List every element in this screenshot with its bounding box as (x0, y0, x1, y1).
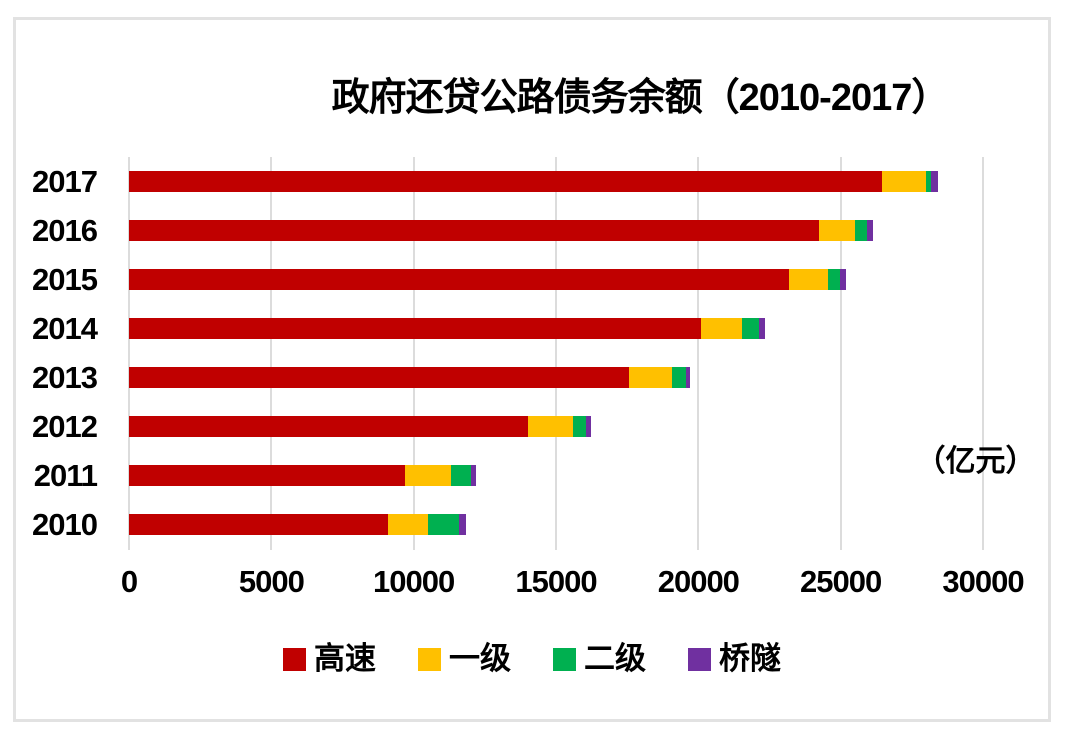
x-axis-tick-label: 20000 (657, 564, 740, 599)
x-axis-tick-label: 15000 (515, 564, 597, 599)
legend: 高速 一级 二级 桥隧 (13, 641, 1051, 677)
bar-segment (129, 318, 701, 339)
bar-segment (129, 220, 820, 241)
gridline (412, 157, 415, 550)
gridline (697, 157, 700, 550)
stacked-bar (129, 220, 874, 241)
bar-segment (789, 269, 829, 290)
bar-segment (629, 367, 672, 388)
bar-segment (686, 367, 691, 388)
y-axis-labels: 2017 2016 2015 2014 2013 2012 2011 2010 (0, 157, 129, 550)
stacked-bar (129, 171, 938, 192)
x-axis-tick-label: 10000 (373, 564, 455, 599)
stacked-bar (129, 269, 847, 290)
legend-label: 桥隧 (719, 641, 781, 676)
x-axis-labels: 0 5000 10000 15000 20000 25000 30000 (121, 564, 1025, 604)
stacked-bar (129, 318, 765, 339)
bar-row (129, 304, 983, 353)
gridline (270, 157, 273, 550)
stacked-bar (129, 514, 466, 535)
bar-row (129, 206, 983, 255)
y-axis-label: 2017 (32, 164, 98, 199)
bar-segment (931, 171, 938, 192)
y-axis-label: 2015 (32, 262, 98, 297)
bar-segment (388, 514, 429, 535)
x-axis-tick-label: 30000 (942, 564, 1024, 599)
legend-swatch (553, 647, 576, 671)
bar-segment (129, 416, 529, 437)
y-axis-label: 2014 (32, 311, 98, 346)
bar-segment (528, 416, 573, 437)
legend-swatch (418, 647, 441, 671)
stacked-bar (129, 416, 591, 437)
chart-title: 政府还贷公路债务余额（2010-2017） (331, 77, 950, 119)
y-axis-label: 2012 (32, 409, 98, 444)
gridline (982, 157, 984, 550)
bar-segment (881, 171, 927, 192)
bar-row (129, 353, 983, 402)
x-axis-tick-label: 0 (120, 564, 138, 599)
bar-segment (129, 171, 882, 192)
legend-label: 高速 (314, 641, 376, 676)
bar-segment (404, 465, 451, 486)
bar-segment (855, 220, 867, 241)
bar-segment (428, 514, 460, 535)
stacked-bar (129, 367, 691, 388)
bar-segment (819, 220, 856, 241)
plot-area (128, 157, 984, 550)
unit-label: （亿元） (915, 445, 1036, 478)
legend-item: 二级 (553, 641, 646, 677)
x-axis-tick-label: 25000 (800, 564, 882, 599)
bar-segment (700, 318, 742, 339)
y-axis-label: 2016 (32, 213, 98, 248)
bar-segment (450, 465, 471, 486)
bar-segment (470, 465, 476, 486)
bar-segment (828, 269, 841, 290)
bar-segment (459, 514, 466, 535)
bar-segment (866, 220, 874, 241)
stacked-bar (129, 465, 476, 486)
y-axis-line (128, 157, 130, 550)
gridline (555, 157, 557, 550)
bar-row (129, 157, 983, 206)
legend-item: 高速 (283, 641, 376, 677)
x-axis-tick-label: 5000 (238, 564, 305, 599)
bar-segment (840, 269, 847, 290)
bar-segment (741, 318, 760, 339)
gridline (839, 157, 842, 550)
legend-swatch (688, 647, 711, 671)
legend-label: 一级 (449, 641, 511, 676)
bar-segment (129, 514, 389, 535)
bar-segment (671, 367, 687, 388)
legend-swatch (283, 647, 306, 671)
y-axis-label: 2013 (32, 360, 98, 395)
bar-segment (586, 416, 591, 437)
y-axis-label: 2010 (32, 507, 98, 542)
legend-item: 桥隧 (688, 641, 781, 677)
bar-row (129, 451, 983, 500)
bar-segment (572, 416, 587, 437)
y-axis-label: 2011 (33, 458, 98, 493)
bar-row (129, 500, 983, 549)
legend-label: 二级 (584, 641, 646, 676)
bar-segment (129, 367, 630, 388)
bar-segment (129, 269, 790, 290)
bar-segment (759, 318, 765, 339)
bar-row (129, 402, 983, 451)
bar-segment (129, 465, 405, 486)
bar-row (129, 255, 983, 304)
bar-segment (926, 171, 932, 192)
legend-item: 一级 (418, 641, 511, 677)
